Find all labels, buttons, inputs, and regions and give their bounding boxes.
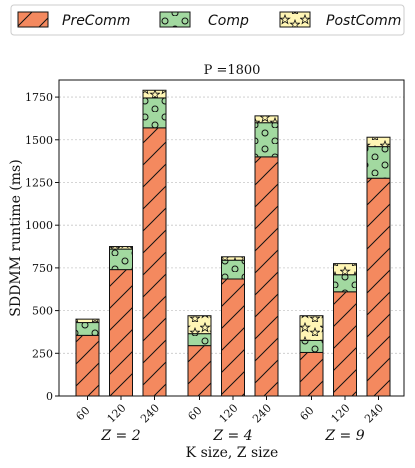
bar-layer xyxy=(75,89,391,397)
plot-frame xyxy=(58,79,405,397)
y-tick-label: 1250 xyxy=(25,176,53,189)
bar-pattern-postcomm-4 xyxy=(221,256,245,261)
bar-pattern-postcomm-0 xyxy=(75,318,100,324)
group-label-2: Z = 4 xyxy=(212,428,252,444)
x-tick-label: 240 xyxy=(250,402,274,426)
y-tick-label: 0 xyxy=(46,390,53,403)
bar-pattern-postcomm-2 xyxy=(142,89,167,99)
x-tick-label: 240 xyxy=(138,402,162,426)
bar-pattern-postcomm-5 xyxy=(254,115,279,124)
bar-pattern-precomm-0 xyxy=(75,334,100,397)
bar-pattern-postcomm-1 xyxy=(109,246,133,250)
y-tick-label: 750 xyxy=(32,262,53,275)
group-label-3: Z = 9 xyxy=(324,428,364,444)
bar-pattern-comp-8 xyxy=(366,146,391,179)
legend-entry-precomm: PreComm xyxy=(17,11,130,29)
bar-pattern-comp-5 xyxy=(254,122,279,158)
bar-pattern-precomm-5 xyxy=(254,156,279,397)
bar-pattern-comp-6 xyxy=(299,339,324,353)
bar-pattern-postcomm-6 xyxy=(299,315,324,341)
y-tick-label: 1750 xyxy=(25,91,53,104)
x-tick-label: 60 xyxy=(185,404,204,423)
legend-entry-comp: Comp xyxy=(159,11,249,29)
bar-pattern-precomm-1 xyxy=(109,269,133,397)
chart-title: P =1800 xyxy=(204,63,261,78)
bar-pattern-precomm-7 xyxy=(333,291,357,397)
bar-pattern-precomm-3 xyxy=(187,345,212,397)
x-axis-label: K size, Z size xyxy=(186,445,279,461)
y-tick-label: 1000 xyxy=(25,219,53,232)
bar-pattern-precomm-4 xyxy=(221,278,245,397)
legend-label-comp: Comp xyxy=(208,13,249,29)
x-tick-label: 120 xyxy=(105,402,129,426)
bar-pattern-precomm-6 xyxy=(299,351,324,397)
legend-entry-postcomm: PostComm xyxy=(279,11,401,29)
y-axis-label: SDDMM runtime (ms) xyxy=(8,159,24,316)
bar-pattern-comp-7 xyxy=(333,274,357,293)
y-tick-label: 1500 xyxy=(25,134,53,147)
legend: PreComm Comp PostComm xyxy=(10,4,405,36)
bar-pattern-comp-4 xyxy=(221,259,245,280)
bar-pattern-postcomm-8 xyxy=(366,136,391,148)
x-tick-label: 120 xyxy=(217,402,241,426)
legend-label-precomm: PreComm xyxy=(62,13,130,29)
bar-pattern-precomm-8 xyxy=(366,177,391,397)
bar-pattern-comp-0 xyxy=(75,322,100,336)
bar-pattern-comp-1 xyxy=(109,248,133,271)
x-tick-label: 240 xyxy=(362,402,386,426)
bar-pattern-comp-2 xyxy=(142,97,167,129)
bar-pattern-postcomm-7 xyxy=(333,263,357,276)
x-tick-label: 120 xyxy=(329,402,353,426)
legend-swatch-precomm-hatch xyxy=(17,11,49,28)
y-tick-label: 250 xyxy=(32,347,53,360)
bar-pattern-postcomm-3 xyxy=(187,315,212,335)
bar-pattern-precomm-2 xyxy=(142,127,167,397)
group-label-1: Z = 2 xyxy=(100,428,140,444)
bar-pattern-comp-3 xyxy=(187,333,212,347)
x-tick-label: 60 xyxy=(73,404,92,423)
y-tick-label: 500 xyxy=(32,305,53,318)
x-tick-label: 60 xyxy=(297,404,316,423)
legend-label-postcomm: PostComm xyxy=(326,13,401,29)
legend-swatch-comp-circles xyxy=(159,11,191,28)
legend-swatch-postcomm-stars xyxy=(279,11,311,28)
